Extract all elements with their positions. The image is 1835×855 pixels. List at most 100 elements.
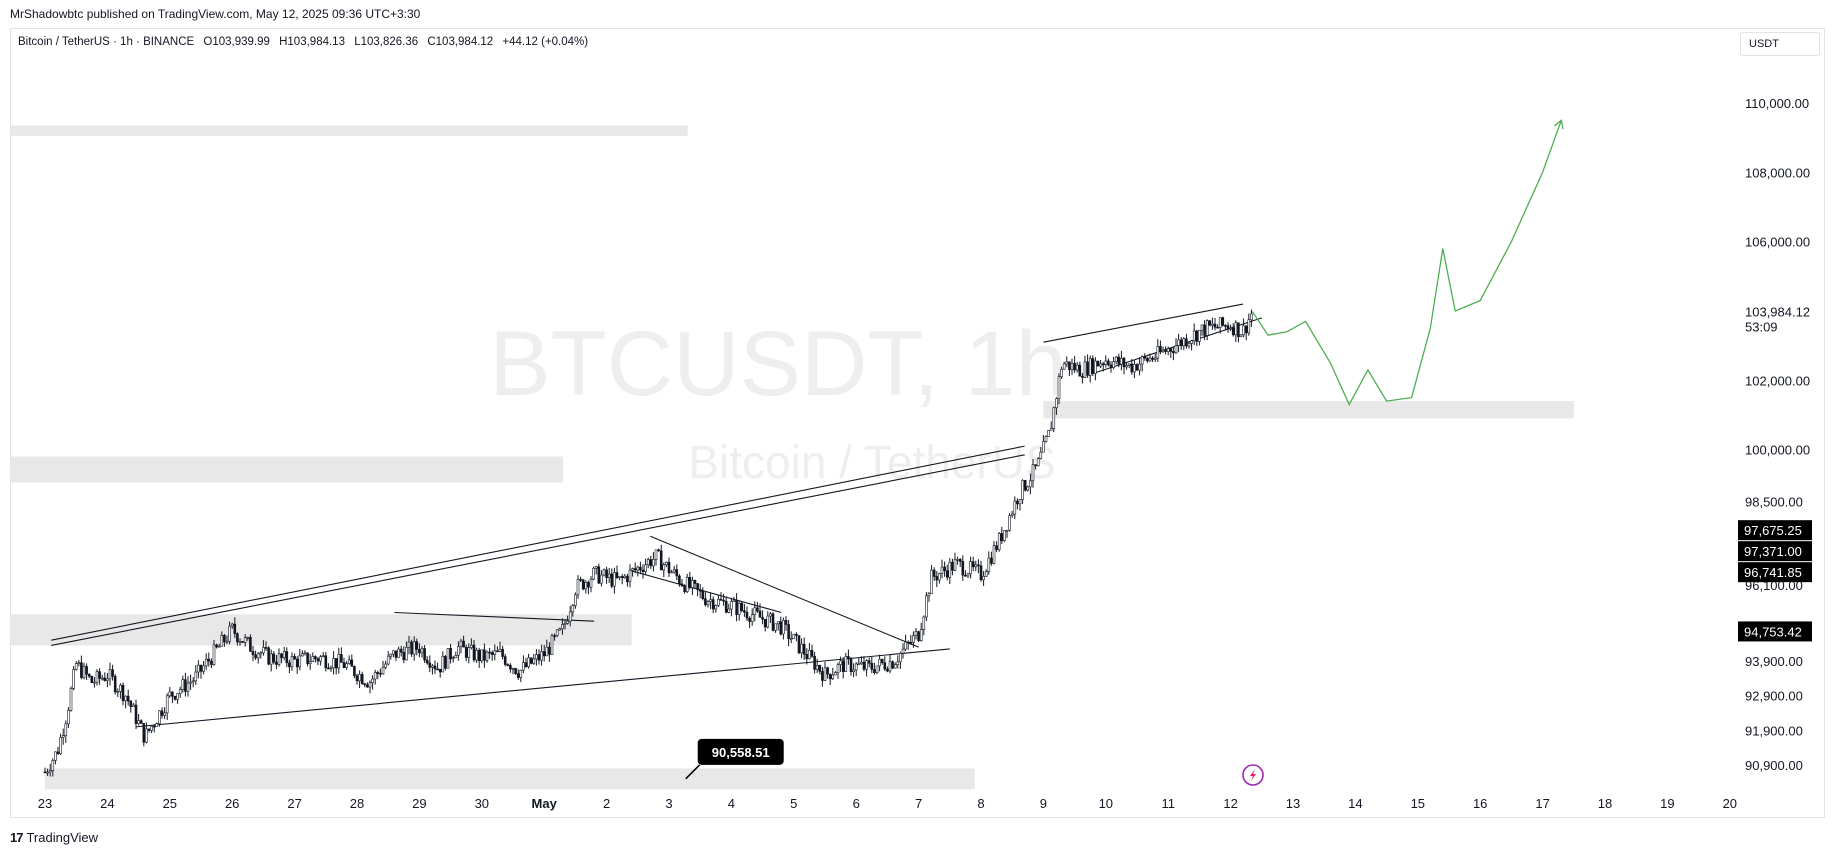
candle-body (1146, 357, 1149, 362)
candle-body (438, 668, 442, 673)
candle-body (48, 770, 52, 773)
candle-body (743, 610, 746, 613)
candle-body (485, 651, 489, 661)
candle-body (883, 662, 887, 670)
candle-body (795, 633, 798, 636)
candle-body (1057, 376, 1061, 400)
candle-body (893, 664, 897, 669)
candle-body (475, 649, 478, 661)
candle-body (1159, 346, 1162, 353)
candle-body (727, 608, 731, 613)
date-tick-label: 12 (1223, 796, 1237, 811)
time-axis[interactable]: 23 24 25 26 27 28 29 30 May 2 3 4 5 6 7 8 9 10 11 12 13 14 15 1… (38, 796, 1737, 811)
candle-body (51, 760, 55, 771)
candle-body (137, 720, 140, 724)
candle-body (264, 647, 268, 649)
candle-body (737, 602, 741, 615)
trendline-4[interactable] (650, 535, 919, 648)
candle-body (488, 651, 491, 654)
candle-body (1042, 441, 1045, 453)
candle-body (402, 651, 406, 661)
callout-box[interactable] (697, 738, 784, 765)
price-axis[interactable]: 110,000.00 108,000.00 106,000.00 102,000.00… (1738, 96, 1812, 773)
candle-body (158, 710, 161, 724)
candle-body (1107, 360, 1110, 366)
candle-body (459, 640, 463, 648)
candle-body (160, 710, 164, 716)
trendline-3[interactable] (394, 611, 595, 622)
candle-body (545, 646, 549, 657)
price-tick-label: 106,000.00 (1745, 235, 1810, 250)
candle-body (446, 648, 450, 669)
candle-body (519, 669, 523, 678)
currency-selector[interactable]: USDT (1740, 32, 1820, 56)
date-tick-label: 30 (475, 796, 489, 811)
candle-body (321, 655, 325, 658)
candle-body (953, 559, 957, 571)
candle-body (555, 629, 559, 636)
candle-body (1117, 356, 1121, 365)
candle-body (906, 641, 910, 644)
symbol-name[interactable]: Bitcoin / TetherUS · 1h · BINANCE (18, 36, 195, 48)
candle-body (145, 728, 148, 743)
candle-body (984, 571, 988, 577)
candle-body (896, 661, 900, 665)
candle-body (152, 725, 156, 728)
candle-body (714, 605, 718, 610)
zone-0 (10, 125, 688, 136)
date-tick-label: 5 (790, 796, 797, 811)
trendline-1[interactable] (51, 454, 1025, 646)
date-tick-label: 26 (225, 796, 239, 811)
candle-body (524, 662, 528, 668)
price-tag-label: 97,371.00 (1744, 544, 1802, 559)
candle-body (384, 663, 387, 668)
candle-body (1151, 357, 1154, 360)
candle-body (1174, 345, 1178, 354)
candle-body (337, 654, 341, 669)
candle-body (236, 633, 239, 643)
callout-label: 90,558.51 (712, 745, 770, 760)
trendline-0[interactable] (51, 445, 1025, 641)
candle-body (462, 640, 465, 648)
candle-body (496, 650, 499, 653)
chart-frame (10, 28, 1825, 818)
candle-body (860, 661, 863, 665)
date-tick-label: 16 (1473, 796, 1487, 811)
candle-body (1044, 436, 1048, 442)
candle-body (1112, 361, 1115, 368)
candle-body (997, 533, 1001, 550)
candle-body (1013, 500, 1017, 515)
candle-body (176, 693, 179, 700)
zone-1 (10, 456, 563, 483)
candle-body (132, 704, 135, 707)
candle-body (1096, 360, 1100, 367)
candle-body (77, 662, 81, 664)
projection-path[interactable] (1251, 120, 1562, 406)
candle-body (1250, 313, 1253, 321)
trendline-5[interactable] (631, 570, 782, 614)
candle-body (1101, 363, 1105, 366)
candle-body (1203, 324, 1206, 336)
candle-body (745, 611, 749, 619)
candle-body (589, 578, 593, 588)
publish-caption: MrShadowbtc published on TradingView.com… (10, 7, 421, 21)
candle-body (230, 623, 234, 627)
candle-body (1122, 357, 1126, 368)
candle-body (1135, 364, 1139, 371)
lightning-icon[interactable] (1242, 764, 1264, 786)
candle-body (977, 564, 980, 567)
date-tick-label: 24 (100, 796, 114, 811)
candle-body (85, 666, 88, 675)
trendline-2[interactable] (135, 648, 950, 728)
candle-body (509, 664, 512, 670)
trendline-6[interactable] (1043, 303, 1244, 343)
footer-brand[interactable]: 17 TradingView (10, 830, 98, 845)
candle-body (1148, 357, 1152, 362)
candle-body (1247, 319, 1251, 334)
price-tag-box (1738, 621, 1812, 642)
candle-body (688, 576, 692, 588)
candle-body (602, 569, 606, 576)
date-tick-label: 7 (915, 796, 922, 811)
candle-body (1190, 340, 1193, 344)
